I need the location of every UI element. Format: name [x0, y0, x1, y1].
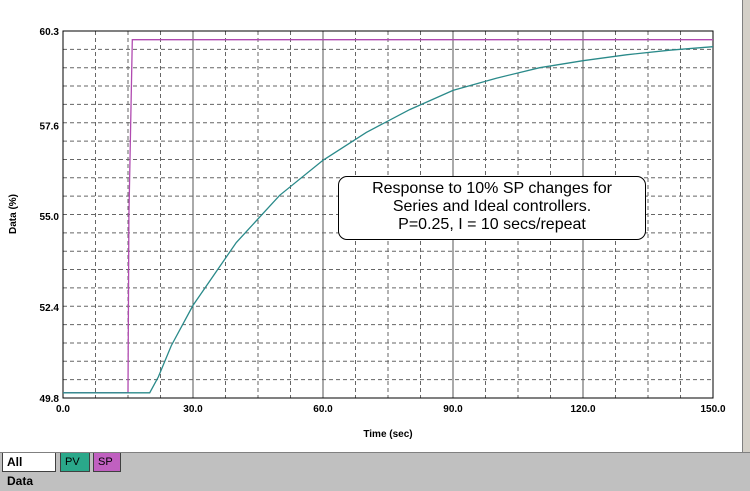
- series-tab-bar: All Data PV SP: [0, 452, 750, 488]
- x-tick-label: 60.0: [313, 404, 333, 415]
- x-axis-label: Time (sec): [363, 429, 412, 440]
- chart-window: 0.0 30.0 60.0 90.0 120.0 150.0 49.8 52.4 55.0 57.…: [0, 0, 750, 452]
- y-tick-label: 57.6: [40, 121, 60, 132]
- tick-labels: 0.0 30.0 60.0 90.0 120.0 150.0 49.8 52.4 55.0 57.…: [40, 27, 726, 415]
- y-axis-label: Data (%): [8, 194, 19, 234]
- chart-annotation: Response to 10% SP changes for Series an…: [338, 176, 646, 240]
- tab-all-data[interactable]: All Data: [2, 453, 56, 488]
- series-lines: [63, 39, 714, 394]
- y-tick-label: 49.8: [40, 394, 60, 405]
- tab-sp[interactable]: SP: [93, 453, 121, 472]
- annotation-line-1: Response to 10% SP changes for: [372, 180, 612, 197]
- annotation-line-2: Series and Ideal controllers.: [392, 198, 592, 215]
- vertical-scrollbar[interactable]: [742, 0, 750, 452]
- tab-pv[interactable]: PV: [60, 453, 90, 472]
- x-tick-label: 120.0: [570, 404, 595, 415]
- plot-frame: [62, 30, 714, 399]
- y-tick-label: 55.0: [40, 212, 60, 223]
- series-line-pv: [63, 46, 714, 394]
- x-tick-label: 0.0: [56, 404, 70, 415]
- x-tick-label: 150.0: [700, 404, 725, 415]
- y-tick-label: 60.3: [40, 27, 60, 38]
- x-tick-label: 30.0: [183, 404, 203, 415]
- y-tick-label: 52.4: [40, 303, 60, 314]
- annotation-line-3: P=0.25, I = 10 secs/repeat: [398, 216, 586, 233]
- x-tick-label: 90.0: [443, 404, 463, 415]
